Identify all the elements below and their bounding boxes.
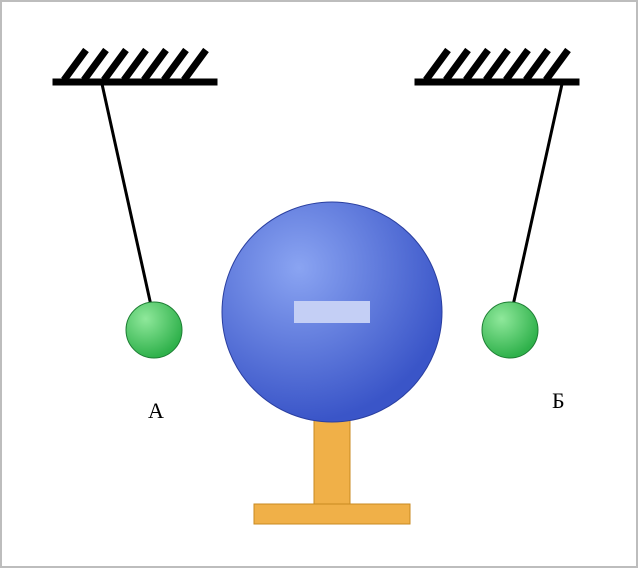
ceiling-anchor [418,50,576,82]
diagram-frame: А Б [0,0,638,568]
ceiling-anchor [56,50,214,82]
stand-post [314,414,350,504]
pendulum-string [102,84,152,310]
stand-base [254,504,410,524]
label-a: А [148,400,164,422]
pendulum-ball-a [126,302,182,358]
label-b: Б [552,390,565,412]
pendulum-ball-b [482,302,538,358]
pendulum-string [512,84,562,310]
minus-icon [294,301,370,323]
diagram-svg [2,2,638,568]
